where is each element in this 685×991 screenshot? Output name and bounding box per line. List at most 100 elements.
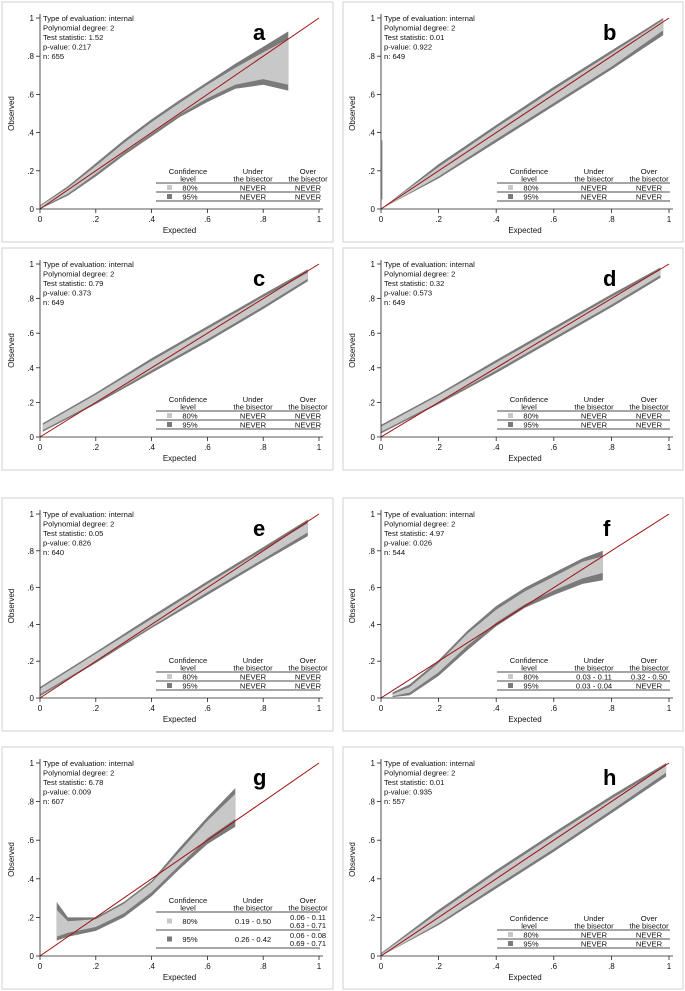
info-line: n: 640 [43, 548, 64, 557]
x-tick-label: 0 [379, 215, 384, 224]
x-tick-label: .4 [148, 962, 155, 971]
table-header: Over [300, 395, 317, 404]
x-axis-title: Expected [163, 454, 196, 463]
table-header: the bisector [233, 664, 273, 673]
x-tick-label: 0 [379, 962, 384, 971]
info-line: n: 649 [384, 52, 405, 61]
x-tick-label: 1 [667, 704, 672, 713]
y-tick-label: .6 [368, 836, 375, 845]
y-tick-label: .6 [27, 90, 34, 99]
table-over: 0.69 - 0.71 [290, 939, 326, 948]
table-under: NEVER [581, 184, 608, 193]
table-header: Under [243, 656, 264, 665]
bisector-line [380, 762, 670, 957]
table-over: NEVER [295, 184, 322, 193]
table-header: the bisector [629, 922, 669, 931]
table-under: 0.26 - 0.42 [235, 935, 271, 944]
table-header: the bisector [574, 175, 614, 184]
table-over: NEVER [636, 184, 663, 193]
bisector-line [39, 17, 320, 210]
panel-letter: d [603, 266, 616, 291]
info-line: n: 649 [43, 298, 64, 307]
info-line: Type of evaluation: internal [384, 510, 475, 519]
x-tick-label: .8 [260, 704, 267, 713]
legend-swatch [167, 413, 172, 418]
x-tick-label: 0 [379, 704, 384, 713]
y-axis-title: Observed [348, 842, 357, 877]
y-tick-label: 0 [30, 952, 35, 961]
y-tick-label: .4 [27, 875, 34, 884]
table-header: Over [300, 656, 317, 665]
y-tick-label: .2 [368, 398, 375, 407]
info-line: Type of evaluation: internal [43, 260, 134, 269]
x-tick-label: .6 [204, 962, 211, 971]
table-header: Over [300, 896, 317, 905]
table-level: 95% [523, 193, 538, 202]
x-tick-label: 1 [317, 215, 322, 224]
info-line: p-value: 0.922 [384, 43, 432, 52]
table-under: NEVER [240, 193, 267, 202]
x-tick-label: .2 [92, 704, 99, 713]
y-tick-label: 0 [371, 694, 376, 703]
info-line: Test statistic: 6.78 [43, 778, 103, 787]
legend-swatch [167, 918, 172, 924]
y-tick-label: .4 [368, 875, 375, 884]
y-axis-title: Observed [348, 96, 357, 131]
y-tick-label: .2 [368, 657, 375, 666]
table-over: NEVER [636, 421, 663, 430]
table-header: Confidence [510, 656, 548, 665]
info-line: Test statistic: 1.52 [43, 33, 103, 42]
x-tick-label: .2 [92, 443, 99, 452]
x-tick-label: .2 [435, 443, 442, 452]
legend-swatch [508, 932, 513, 937]
x-axis-title: Expected [508, 973, 541, 982]
y-tick-label: .4 [27, 129, 34, 138]
y-tick-label: .2 [368, 913, 375, 922]
x-tick-label: 1 [667, 443, 672, 452]
x-tick-label: .4 [493, 443, 500, 452]
legend-swatch [167, 194, 172, 199]
info-line: Test statistic: 0.05 [43, 529, 103, 538]
table-header: level [180, 664, 196, 673]
table-level: 95% [182, 935, 197, 944]
table-header: the bisector [288, 664, 328, 673]
info-line: Type of evaluation: internal [384, 14, 475, 23]
y-tick-label: .2 [27, 398, 34, 407]
x-tick-label: .8 [608, 443, 615, 452]
panel-e: 0 .2 .4 .6 .8 1 0 .2 .4 .6 .8 1 Expected Observed e Typ… [1, 497, 334, 732]
y-tick-label: .4 [27, 620, 34, 629]
table-over: NEVER [295, 673, 322, 682]
table-header: the bisector [288, 403, 328, 412]
table-over: NEVER [636, 193, 663, 202]
table-header: the bisector [233, 904, 273, 913]
panel-letter: b [603, 20, 616, 45]
y-axis-title: Observed [7, 96, 16, 131]
table-header: level [180, 403, 196, 412]
panel-a: 0 .2 .4 .6 .8 1 0 .2 .4 .6 .8 1 Expected Observed a Typ… [1, 1, 334, 243]
table-header: Over [641, 167, 658, 176]
legend-swatch [508, 674, 513, 679]
info-line: p-value: 0.935 [384, 788, 432, 797]
table-header: Under [243, 896, 264, 905]
table-over: 0.06 - 0.11 [290, 913, 326, 922]
y-tick-label: .6 [368, 329, 375, 338]
table-header: Over [641, 914, 658, 923]
table-header: level [180, 175, 196, 184]
table-header: level [521, 664, 537, 673]
table-over: NEVER [636, 940, 663, 949]
table-header: the bisector [233, 403, 273, 412]
info-line: Type of evaluation: internal [43, 510, 134, 519]
x-tick-label: .6 [204, 443, 211, 452]
y-axis-title: Observed [7, 589, 16, 624]
table-over: 0.06 - 0.08 [290, 931, 326, 940]
info-line: Type of evaluation: internal [43, 759, 134, 768]
table-level: 80% [523, 412, 538, 421]
info-line: Type of evaluation: internal [43, 14, 134, 23]
table-header: Confidence [169, 656, 207, 665]
info-line: Test statistic: 0.79 [43, 279, 103, 288]
x-tick-label: .8 [260, 443, 267, 452]
y-axis-title: Observed [348, 333, 357, 368]
legend-swatch [508, 185, 513, 190]
bisector-line [39, 762, 320, 957]
